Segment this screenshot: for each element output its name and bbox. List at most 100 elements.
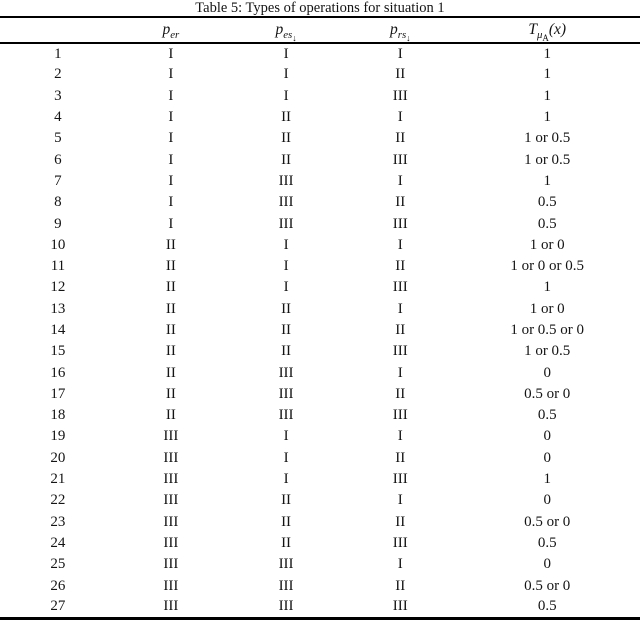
prs-cell: II — [395, 513, 406, 530]
per-cell: II — [165, 236, 176, 253]
table-body: 1 I I I 1 2 I I II 1 3 I I III 1 4 I II I 1 5 I II II 1 or 0.5 6 I… — [0, 43, 640, 618]
prs-cell: III — [392, 471, 408, 488]
per-cell: III — [163, 471, 179, 488]
header-subsubscript: ↓ — [292, 33, 297, 44]
table-row: 19 III I I 0 — [0, 426, 640, 447]
pes-cell: I — [283, 449, 289, 466]
pes-cell: I — [283, 87, 289, 104]
row-number-cell: 7 — [54, 172, 62, 189]
row-number-cell: 21 — [50, 471, 66, 488]
row-number-cell: 27 — [50, 598, 66, 615]
pes-cell: II — [281, 151, 292, 168]
row-number-cell: 14 — [50, 322, 66, 338]
table-row: 20 III I II 0 — [0, 448, 640, 469]
header-subsubscript: ↓ — [406, 33, 411, 44]
pes-cell: III — [278, 172, 294, 189]
pes-cell: I — [283, 428, 289, 445]
row-number-cell: 13 — [50, 300, 66, 317]
header-symbol: p — [275, 21, 284, 38]
prs-cell: II — [395, 66, 406, 83]
row-number-cell: 9 — [54, 215, 62, 232]
operations-table: per pes↓ prs↓ TμA(x) 1 I I I 1 2 I I II 1 3 I I III 1 4 I II… — [0, 16, 640, 620]
row-number-cell: 4 — [54, 109, 62, 126]
pes-cell: II — [281, 492, 292, 509]
row-number-cell: 16 — [50, 364, 66, 381]
table-row: 21 III I III 1 — [0, 469, 640, 490]
table-row: 26 III III II 0.5 or 0 — [0, 575, 640, 596]
table-row: 25 III III I 0 — [0, 554, 640, 575]
pes-cell: III — [278, 407, 294, 424]
pes-cell: III — [278, 577, 294, 594]
pes-cell: I — [283, 258, 289, 275]
prs-cell: III — [392, 534, 408, 551]
prs-cell: I — [397, 556, 403, 573]
prs-cell: III — [392, 151, 408, 168]
row-number-cell: 8 — [54, 194, 62, 211]
t-value-cell: 0.5 — [537, 598, 557, 615]
table-row: 14 II II II 1 or 0.5 or 0 — [0, 320, 640, 341]
t-value-cell: 0.5 or 0 — [524, 577, 571, 594]
per-cell: I — [168, 151, 174, 168]
per-cell: II — [165, 300, 176, 317]
prs-cell: I — [397, 364, 403, 381]
table-row: 15 II II III 1 or 0.5 — [0, 341, 640, 362]
prs-cell: III — [392, 215, 408, 232]
prs-cell: III — [392, 407, 408, 424]
t-value-cell: 0.5 — [537, 407, 557, 424]
row-number-cell: 23 — [50, 513, 66, 530]
t-value-cell: 1 or 0.5 or 0 — [510, 322, 585, 338]
header-row: per pes↓ prs↓ TμA(x) — [0, 17, 640, 43]
prs-cell: I — [397, 492, 403, 509]
pes-cell: III — [278, 194, 294, 211]
table-row: 7 I III I 1 — [0, 171, 640, 192]
per-cell: III — [163, 556, 179, 573]
header-argument: (x) — [548, 21, 567, 38]
prs-cell: II — [395, 194, 406, 211]
pes-cell: III — [278, 215, 294, 232]
table-row: 16 II III I 0 — [0, 362, 640, 383]
t-value-cell: 0.5 or 0 — [524, 513, 571, 530]
prs-cell: I — [397, 428, 403, 445]
t-value-cell: 1 — [543, 172, 551, 189]
table-row: 12 II I III 1 — [0, 277, 640, 298]
per-cell: I — [168, 87, 174, 104]
per-cell: II — [165, 322, 176, 338]
pes-cell: II — [281, 513, 292, 530]
pes-cell: II — [281, 343, 292, 360]
per-cell: II — [165, 407, 176, 424]
t-value-cell: 1 or 0 — [529, 236, 565, 253]
per-cell: I — [168, 194, 174, 211]
table-row: 9 I III III 0.5 — [0, 213, 640, 234]
per-cell: II — [165, 385, 176, 402]
t-value-cell: 1 — [543, 87, 551, 104]
table-row: 17 II III II 0.5 or 0 — [0, 384, 640, 405]
t-value-cell: 0 — [543, 428, 551, 445]
table-row: 10 II I I 1 or 0 — [0, 235, 640, 256]
prs-cell: II — [395, 258, 406, 275]
prs-cell: II — [395, 130, 406, 147]
prs-cell: III — [392, 598, 408, 615]
prs-cell: II — [395, 322, 406, 338]
header-subscript: μA — [536, 29, 549, 44]
per-cell: I — [168, 66, 174, 83]
pes-cell: II — [281, 300, 292, 317]
table-row: 3 I I III 1 — [0, 86, 640, 107]
row-number-cell: 25 — [50, 556, 66, 573]
t-value-cell: 0 — [543, 449, 551, 466]
prs-cell: I — [397, 300, 403, 317]
per-cell: II — [165, 279, 176, 296]
t-value-cell: 0.5 — [537, 215, 557, 232]
t-value-cell: 1 or 0 or 0.5 — [510, 258, 585, 275]
row-number-cell: 18 — [50, 407, 66, 424]
row-number-cell: 17 — [50, 385, 66, 402]
pes-cell: I — [283, 45, 289, 62]
pes-cell: I — [283, 66, 289, 83]
pes-cell: III — [278, 385, 294, 402]
per-cell: I — [168, 45, 174, 62]
per-cell: III — [163, 492, 179, 509]
pes-cell: I — [283, 236, 289, 253]
col-header-prs: prs↓ — [346, 17, 454, 43]
per-cell: I — [168, 215, 174, 232]
col-header-num — [0, 17, 116, 43]
